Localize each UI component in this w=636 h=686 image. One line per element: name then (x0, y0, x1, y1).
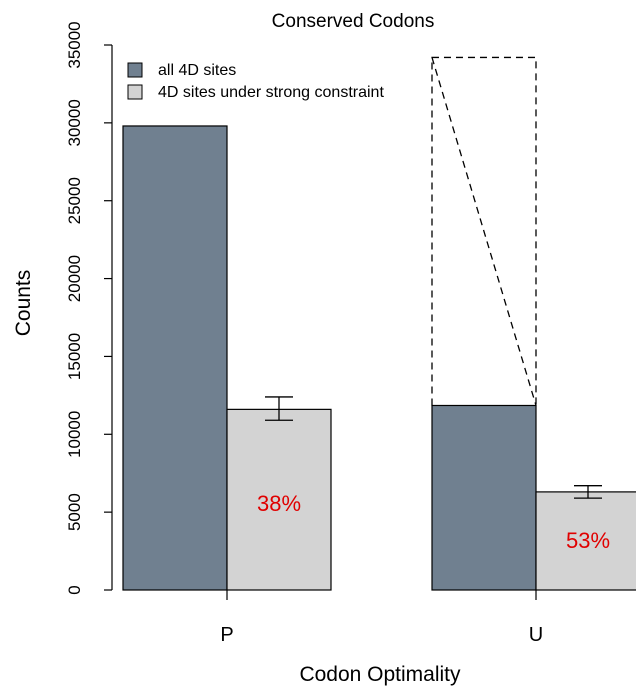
y-tick-label-30000: 30000 (65, 99, 84, 146)
y-axis: 0 5000 10000 15000 20000 25000 30000 35000 (65, 21, 113, 595)
y-tick-label-0: 0 (65, 585, 84, 594)
legend-label-1: all 4D sites (158, 62, 236, 79)
dashed-outline-diagonal (431, 57, 537, 406)
y-tick-label-35000: 35000 (65, 21, 84, 68)
y-axis-label: Counts (12, 270, 35, 337)
bars-layer (122, 125, 636, 591)
annotation-u: 53% (566, 528, 610, 553)
x-tick-label-p: P (220, 624, 233, 646)
chart-title: Conserved Codons (272, 11, 435, 32)
y-tick-label-15000: 15000 (65, 333, 84, 380)
y-tick-label-20000: 20000 (65, 255, 84, 302)
x-tick-label-u: U (529, 624, 543, 646)
bar-u-series-2 (535, 491, 636, 591)
x-axis-label: Codon Optimality (299, 663, 461, 686)
legend-swatch-2 (127, 84, 143, 100)
bar-p-series-1 (122, 125, 228, 591)
bar-u-series-1 (431, 404, 537, 591)
annotations-layer: 38% 53% (257, 491, 610, 553)
bar-p-series-2 (226, 408, 332, 591)
y-tick-label-5000: 5000 (65, 493, 84, 531)
legend-swatch-1 (127, 62, 143, 78)
legend: all 4D sites 4D sites under strong constr… (127, 62, 384, 101)
annotation-p: 38% (257, 491, 301, 516)
error-bars-layer (265, 396, 602, 499)
dashed-outline-box (431, 56, 537, 406)
y-tick-label-10000: 10000 (65, 411, 84, 458)
legend-label-2: 4D sites under strong constraint (158, 84, 384, 101)
y-tick-label-25000: 25000 (65, 177, 84, 224)
dashed-outline-layer (431, 56, 537, 406)
